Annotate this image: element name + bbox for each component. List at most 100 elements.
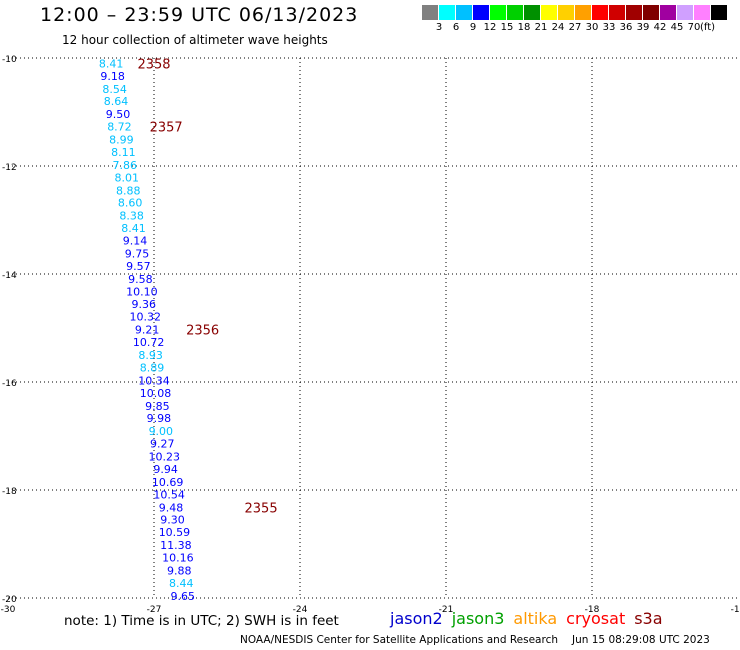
wave-height-value: 9.00 — [149, 425, 174, 438]
legend-label: 33 — [602, 22, 616, 33]
wave-height-value: 9.88 — [167, 564, 192, 577]
legend-label: 70 — [687, 22, 701, 33]
wave-height-value: 8.72 — [107, 121, 132, 134]
legend-swatch — [711, 5, 728, 20]
credit-line: NOAA/NESDIS Center for Satellite Applica… — [240, 634, 710, 646]
legend-swatch — [609, 5, 626, 20]
satellite-jason2: jason2 — [390, 609, 443, 628]
wave-height-value: 9.94 — [153, 463, 178, 476]
wave-height-value: 7.86 — [113, 159, 138, 172]
legend-swatch — [575, 5, 592, 20]
legend-label: 15 — [500, 22, 514, 33]
color-legend: 3 6 9 12 15 18 21 24 27 30 33 36 39 42 45 70 (ft) — [422, 5, 740, 37]
time-label: 2355 — [245, 501, 278, 516]
wave-height-value: 8.41 — [121, 222, 146, 235]
wave-height-value: 9.21 — [135, 324, 160, 337]
y-tick-label: -12 — [2, 163, 17, 173]
wave-height-value: 10.10 — [126, 285, 158, 298]
satellite-jason3: jason3 — [451, 609, 505, 628]
legend-swatch — [456, 5, 473, 20]
footnote: note: 1) Time is in UTC; 2) SWH is in fe… — [64, 613, 339, 629]
legend-label: 21 — [534, 22, 548, 33]
legend-swatch — [490, 5, 507, 20]
x-tick-label: -18 — [585, 605, 600, 615]
satellite-legend: jason2 jason3 altika cryosat s3a — [390, 609, 672, 628]
wave-height-value: 8.60 — [118, 197, 143, 210]
legend-swatch — [439, 5, 456, 20]
legend-swatch — [643, 5, 660, 20]
legend-label: 45 — [670, 22, 684, 33]
wave-height-value: 9.48 — [159, 501, 184, 514]
time-label: 2356 — [186, 324, 219, 339]
wave-height-value: 8.88 — [116, 184, 141, 197]
wave-height-value: 8.41 — [99, 57, 124, 70]
chart-subtitle: 12 hour collection of altimeter wave hei… — [62, 33, 328, 47]
wave-height-value: 9.98 — [147, 412, 172, 425]
legend-swatch — [558, 5, 575, 20]
satellite-s3a: s3a — [634, 609, 663, 628]
wave-height-value: 10.59 — [159, 526, 191, 539]
legend-label: 42 — [653, 22, 667, 33]
x-tick-label: -30 — [1, 605, 16, 615]
legend-swatch — [473, 5, 490, 20]
wave-height-value: 10.23 — [148, 451, 180, 464]
satellite-cryosat: cryosat — [566, 609, 626, 628]
legend-label: 6 — [452, 22, 460, 33]
legend-swatch — [694, 5, 711, 20]
wave-height-value: 10.72 — [133, 336, 165, 349]
wave-height-value: 9.58 — [128, 273, 153, 286]
wave-height-value: 9.30 — [160, 514, 185, 527]
y-tick-label: -16 — [2, 379, 17, 389]
legend-swatch — [507, 5, 524, 20]
wave-height-value: 11.38 — [160, 539, 192, 552]
wave-height-value: 8.44 — [169, 577, 194, 590]
chart-title: 12:00 – 23:59 UTC 06/13/2023 — [40, 4, 359, 26]
wave-height-value: 8.11 — [111, 146, 136, 159]
generated-timestamp: Jun 15 08:29:08 UTC 2023 — [572, 634, 710, 646]
wave-height-value: 8.64 — [104, 95, 129, 108]
wave-height-value: 9.14 — [123, 235, 148, 248]
wave-height-value: 9.27 — [150, 438, 175, 451]
x-tick-label: -27 — [147, 605, 162, 615]
legend-swatch — [592, 5, 609, 20]
wave-height-value: 10.54 — [153, 488, 185, 501]
legend-swatch — [541, 5, 558, 20]
wave-height-value: 9.18 — [100, 70, 125, 83]
y-tick-label: -18 — [2, 487, 17, 497]
legend-label: 18 — [517, 22, 531, 33]
wave-height-value: 8.99 — [109, 134, 134, 147]
wave-height-value: 9.36 — [132, 298, 157, 311]
wave-height-value: 10.32 — [129, 311, 161, 324]
wave-height-value: 8.89 — [140, 361, 165, 374]
legend-swatch — [524, 5, 541, 20]
legend-label: 27 — [568, 22, 582, 33]
y-tick-label: -10 — [2, 55, 17, 65]
wave-height-value: 8.38 — [119, 210, 144, 223]
legend-swatches — [422, 5, 728, 20]
time-label: 2358 — [137, 57, 170, 72]
wave-height-value: 9.57 — [126, 260, 151, 273]
legend-label: 36 — [619, 22, 633, 33]
x-tick-label: -15 — [731, 605, 740, 615]
wave-height-value: 9.65 — [170, 590, 195, 603]
wave-height-value: 9.85 — [145, 400, 170, 413]
legend-label: 30 — [585, 22, 599, 33]
wave-height-value: 9.75 — [125, 247, 150, 260]
legend-label: 39 — [636, 22, 650, 33]
wave-height-value: 10.16 — [162, 552, 194, 565]
legend-label: 9 — [469, 22, 477, 33]
wave-height-value: 10.34 — [138, 374, 170, 387]
y-tick-label: -20 — [2, 595, 17, 605]
legend-swatch — [422, 5, 439, 20]
wave-height-value: 10.69 — [152, 476, 184, 489]
x-tick-label: -21 — [439, 605, 454, 615]
y-tick-label: -14 — [2, 271, 17, 281]
wave-height-value: 8.54 — [102, 83, 127, 96]
legend-unit: (ft) — [700, 22, 716, 33]
legend-label: 12 — [483, 22, 497, 33]
time-label: 2357 — [150, 121, 183, 136]
legend-swatch — [660, 5, 677, 20]
legend-swatch — [626, 5, 643, 20]
